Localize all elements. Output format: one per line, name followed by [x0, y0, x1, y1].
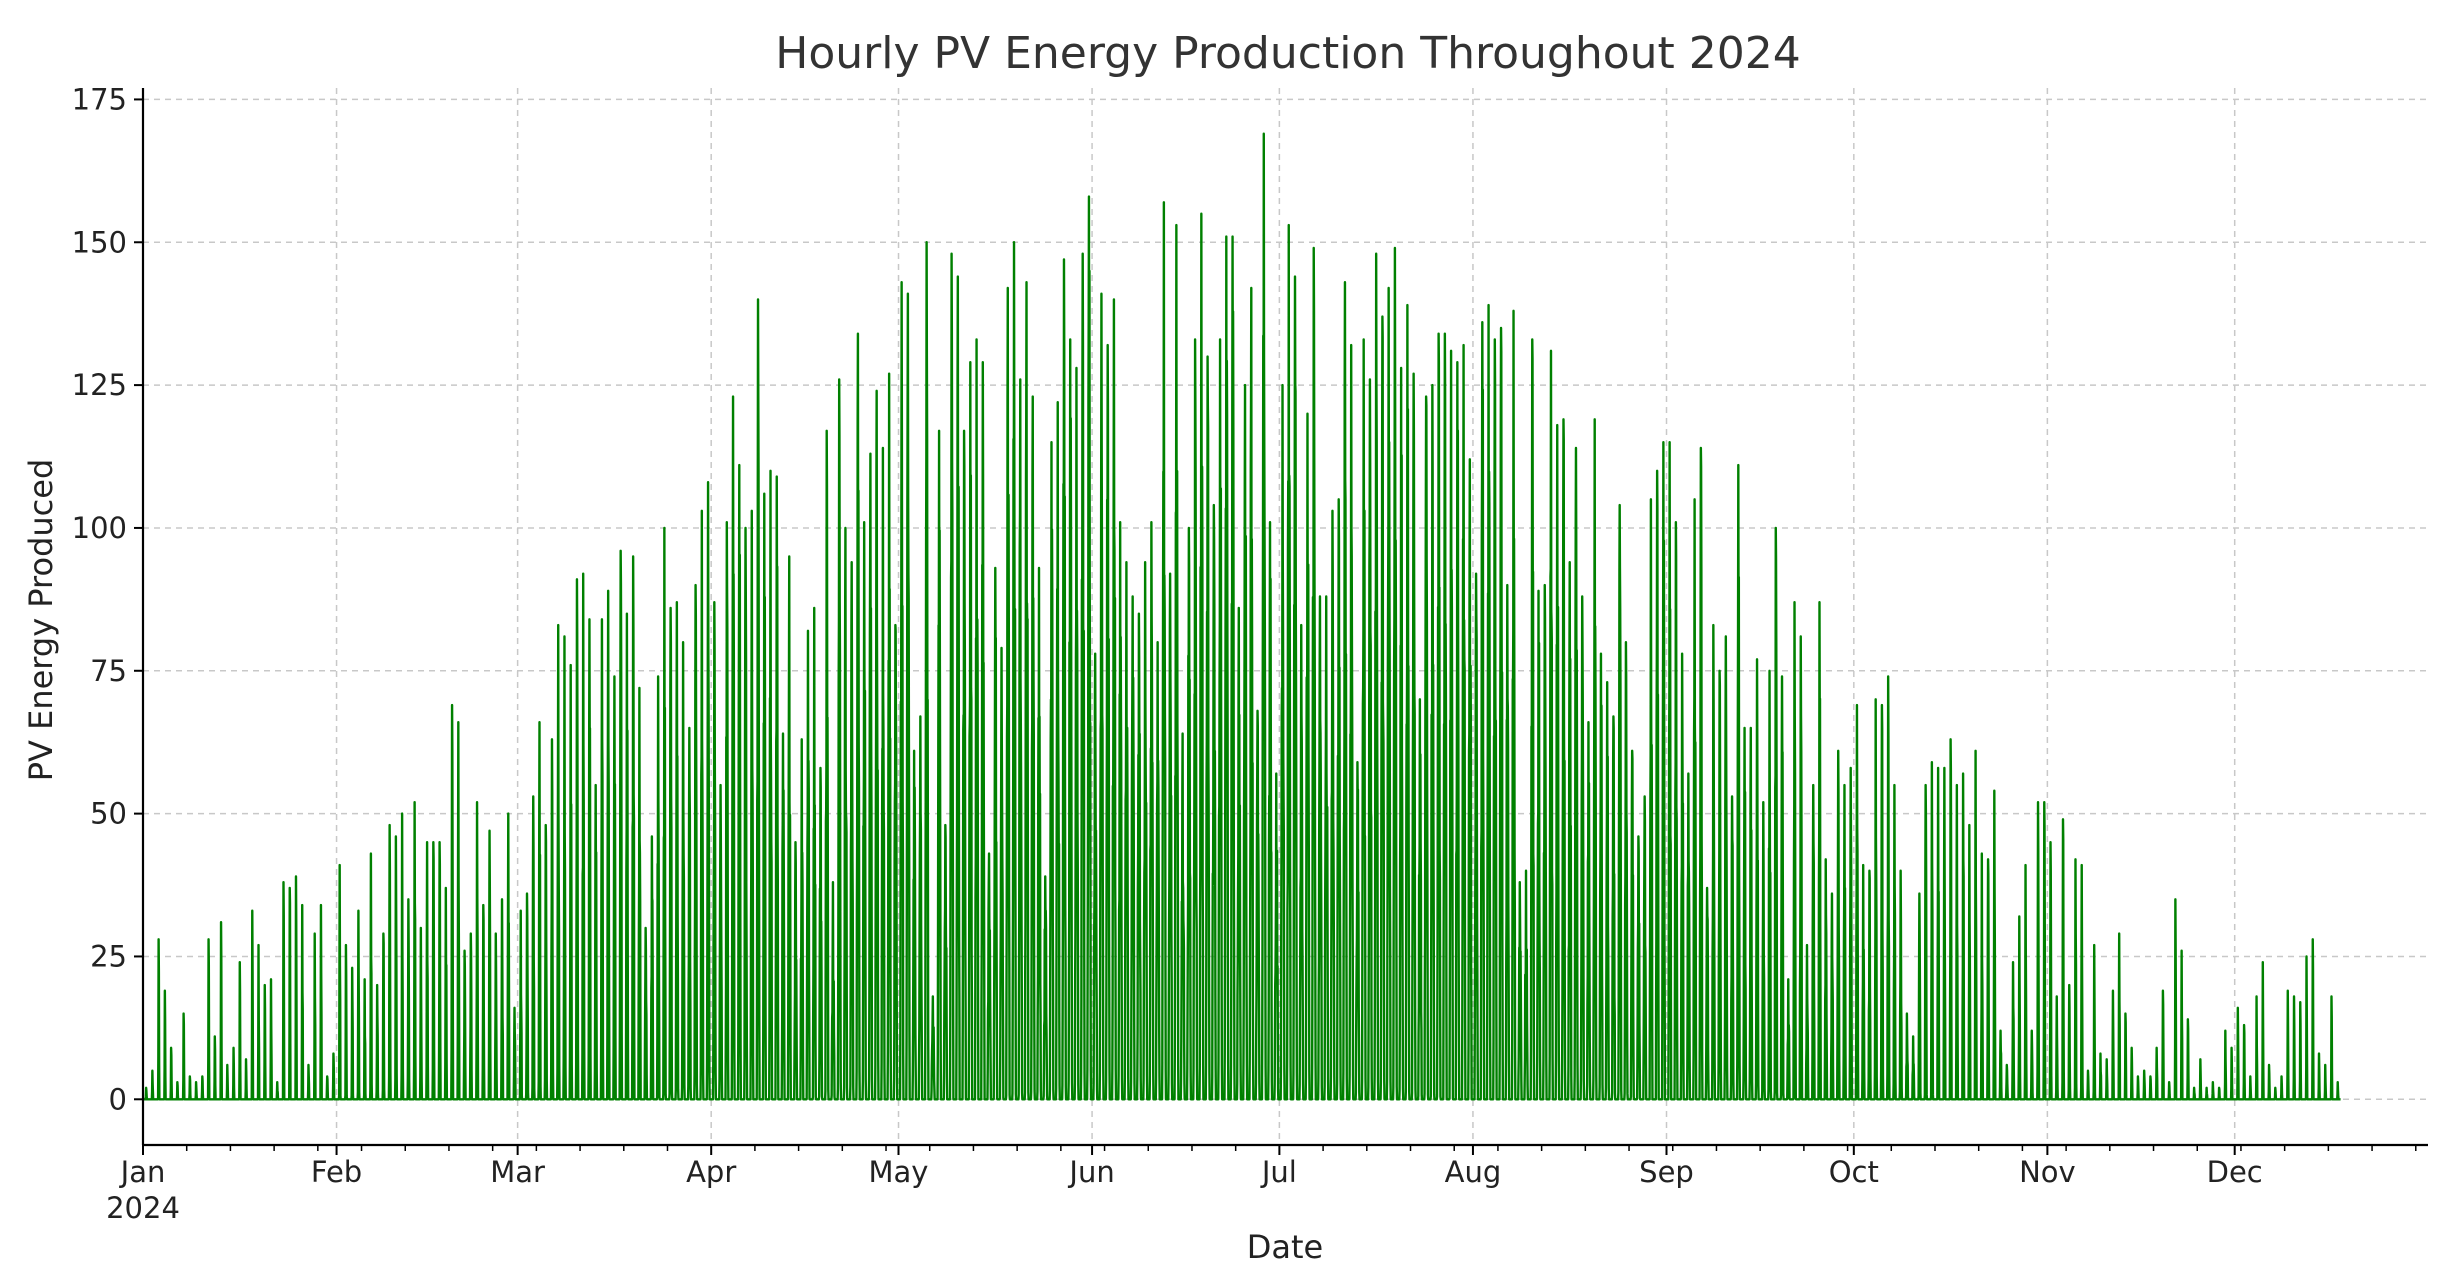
y-tick-label: 0 — [109, 1082, 127, 1116]
x-tick-label: Feb — [311, 1155, 362, 1189]
x-axis-label: Date — [1247, 1228, 1323, 1266]
y-axis-label: PV Energy Produced — [22, 459, 60, 782]
grid-lines — [142, 88, 2428, 1145]
y-tick-label: 100 — [72, 511, 127, 545]
x-tick-sublabel: 2024 — [106, 1191, 180, 1225]
x-tick-label: Jan — [119, 1155, 166, 1189]
x-tick-label: Jun — [1067, 1155, 1114, 1189]
x-tick-label: Dec — [2207, 1155, 2263, 1189]
chart-title: Hourly PV Energy Production Throughout 2… — [775, 28, 1801, 79]
y-tick-label: 125 — [72, 368, 127, 402]
y-tick-label: 175 — [72, 82, 127, 116]
x-tick-label: Jul — [1260, 1155, 1297, 1189]
y-tick-label: 75 — [90, 654, 127, 688]
series-pv-energy — [142, 132, 2342, 1101]
y-axis-ticks: 0 25 50 75 100 125 150 175 — [72, 82, 143, 1116]
series-line — [142, 132, 2342, 1101]
x-tick-label: Mar — [490, 1155, 545, 1189]
y-tick-label: 25 — [90, 939, 127, 973]
x-tick-label: Sep — [1639, 1155, 1694, 1189]
y-tick-label: 150 — [72, 225, 127, 259]
x-tick-label: May — [869, 1155, 929, 1189]
y-tick-label: 50 — [90, 797, 127, 831]
x-tick-label: Aug — [1445, 1155, 1502, 1189]
x-tick-label: Apr — [686, 1155, 736, 1189]
x-tick-label: Nov — [2019, 1155, 2076, 1189]
axes — [141, 88, 2428, 1147]
x-tick-label: Oct — [1829, 1155, 1879, 1189]
